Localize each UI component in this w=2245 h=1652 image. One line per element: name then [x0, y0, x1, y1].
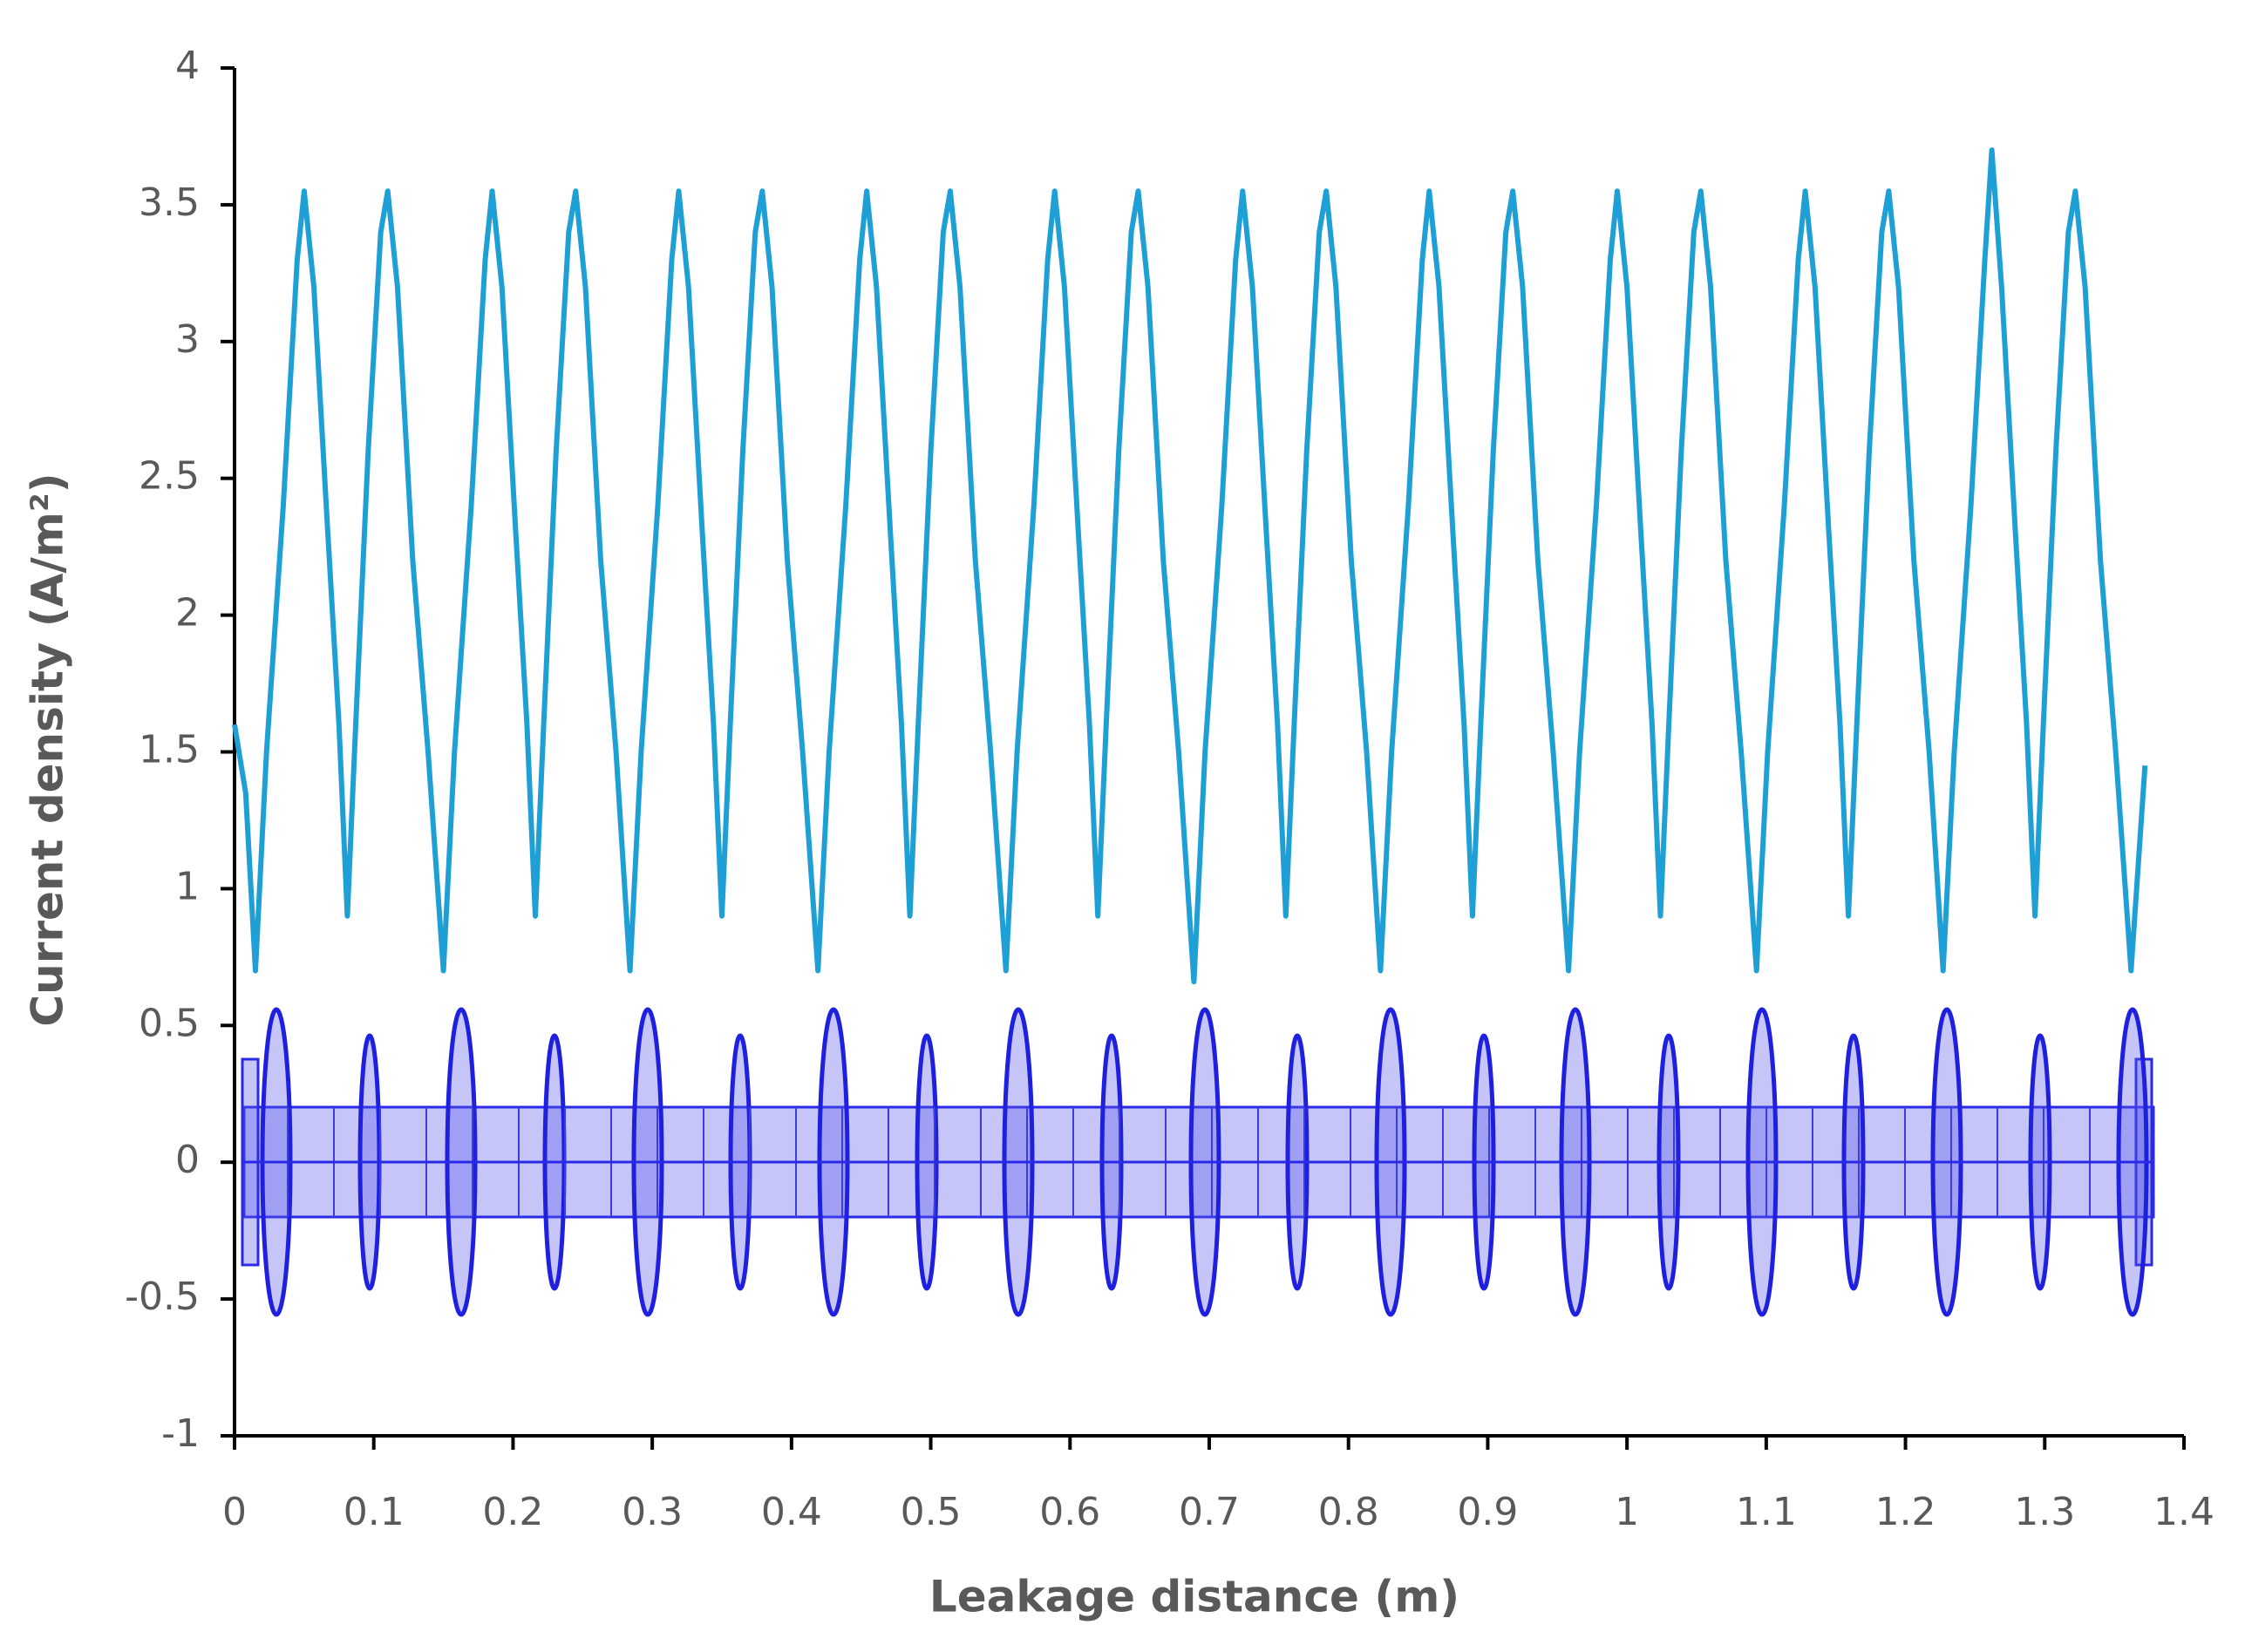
x-tick-label: 1.1: [1736, 1490, 1797, 1534]
x-tick-label: 0: [222, 1490, 247, 1534]
y-tick-label: 1.5: [139, 728, 200, 772]
x-tick-label: 0.8: [1318, 1490, 1379, 1534]
y-tick-label: 3.5: [139, 180, 200, 225]
data-line: [232, 147, 2148, 985]
x-tick-label: 1.3: [2014, 1490, 2075, 1534]
x-tick-label: 1.2: [1875, 1490, 1936, 1534]
y-tick-label: 1: [175, 864, 200, 908]
y-tick-label: 3: [175, 317, 200, 362]
x-tick-label: 0.6: [1039, 1490, 1100, 1534]
y-tick-label: 4: [175, 44, 200, 88]
y-tick-label: 2.5: [139, 454, 200, 499]
y-tick-label: 2: [175, 591, 200, 636]
x-tick-label: 0.3: [622, 1490, 683, 1534]
y-axis-title: Current density (A/m²): [23, 472, 73, 1026]
x-tick-label: 1: [1615, 1490, 1639, 1534]
y-tick-label: 0.5: [139, 1001, 200, 1045]
x-tick-label: 0.4: [761, 1490, 822, 1534]
x-tick-label: 0.1: [344, 1490, 405, 1534]
y-tick-label: -0.5: [125, 1275, 200, 1319]
y-tick-label: -1: [161, 1411, 200, 1456]
insulator-profile: [241, 1007, 2155, 1317]
x-tick-label: 0.7: [1179, 1490, 1240, 1534]
x-tick-label: 0.2: [482, 1490, 543, 1534]
x-axis-title: Leakage distance (m): [929, 1572, 1459, 1622]
x-tick-label: 1.4: [2153, 1490, 2214, 1534]
x-tick-label: 0.9: [1457, 1490, 1518, 1534]
x-tick-label: 0.5: [901, 1490, 962, 1534]
y-tick-label: 0: [175, 1138, 200, 1182]
